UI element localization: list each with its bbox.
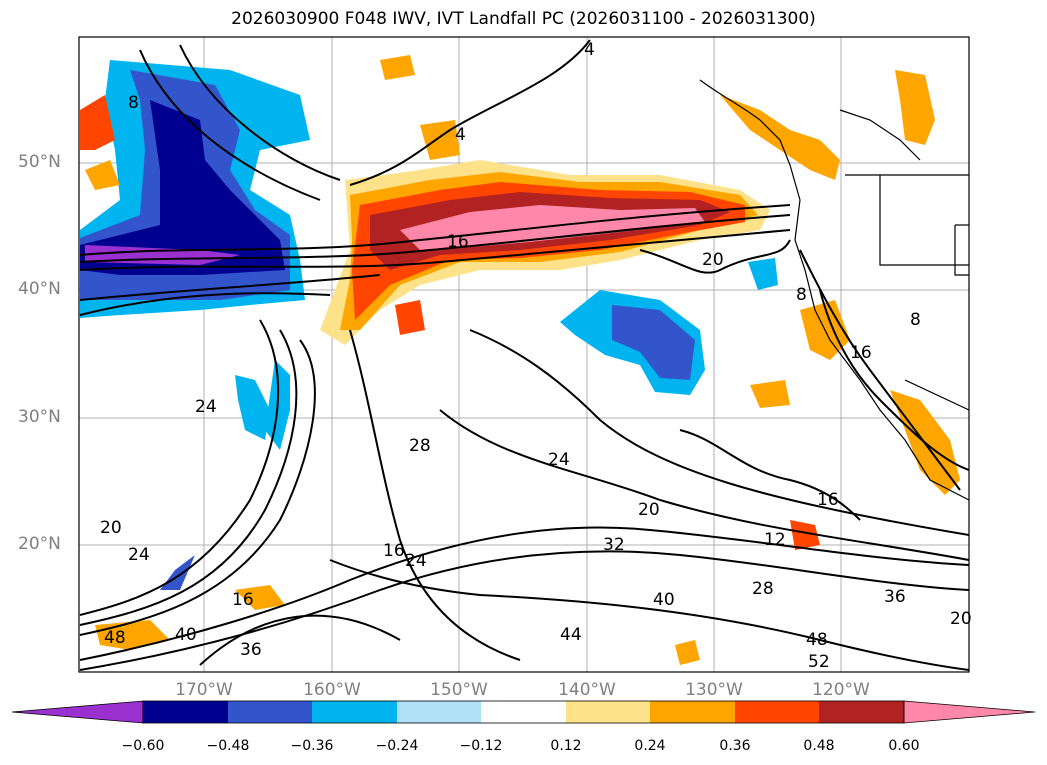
contour-label: 20 xyxy=(950,609,972,629)
map-title: 2026030900 F048 IWV, IVT Landfall PC (20… xyxy=(231,9,816,29)
negative-anomaly-region xyxy=(80,60,778,590)
contour-label: 4 xyxy=(584,40,595,60)
longitude-label: 130°W xyxy=(685,680,743,700)
contour-label: 36 xyxy=(884,587,906,607)
map-frame xyxy=(78,36,970,673)
contour-label: 20 xyxy=(702,250,724,270)
contour-label: 4 xyxy=(455,125,466,145)
latitude-label: 30°N xyxy=(18,407,61,427)
coastlines xyxy=(699,79,969,501)
colorbar-tick-label: −0.60 xyxy=(121,738,165,754)
colorbar-segment xyxy=(735,701,819,723)
contour-label: 48 xyxy=(806,630,828,650)
contour-label: 24 xyxy=(128,545,150,565)
colorbar-tick-label: −0.12 xyxy=(459,738,503,754)
colorbar-extend-high xyxy=(903,700,1036,724)
latitude-label: 20°N xyxy=(18,534,61,554)
contour-label: 16 xyxy=(383,541,405,561)
contour-label: 16 xyxy=(447,232,469,252)
map-plot-area xyxy=(79,37,969,672)
colorbar-segment xyxy=(650,701,735,723)
longitude-label: 120°W xyxy=(812,680,870,700)
longitude-label: 140°W xyxy=(558,680,616,700)
colorbar-segment xyxy=(312,701,397,723)
latitude-label: 40°N xyxy=(18,279,61,299)
colorbar-tick-label: 0.36 xyxy=(719,738,751,754)
contour-label: 48 xyxy=(104,628,126,648)
contour-label: 24 xyxy=(405,551,427,571)
contour-label: 16 xyxy=(817,490,839,510)
contour-label: 8 xyxy=(796,285,807,305)
colorbar-segment xyxy=(566,701,650,723)
colorbar-segment xyxy=(143,701,228,723)
contour-label: 40 xyxy=(175,625,197,645)
colorbar-tick-label: 0.60 xyxy=(888,738,920,754)
colorbar-segment xyxy=(819,701,904,723)
colorbar xyxy=(11,700,1036,724)
contour-label-layer: 8 4 4 16 20 8 8 16 24 28 24 20 32 28 20 … xyxy=(100,40,972,672)
contour-label: 16 xyxy=(850,343,872,363)
iwv-contours xyxy=(79,39,969,671)
contour-label: 20 xyxy=(638,500,660,520)
contour-label: 36 xyxy=(240,640,262,660)
colorbar-tick-label: −0.36 xyxy=(290,738,334,754)
colorbar-tick-label: 0.48 xyxy=(803,738,835,754)
contour-label: 40 xyxy=(653,590,675,610)
contour-label: 28 xyxy=(752,579,774,599)
contour-label: 32 xyxy=(603,535,625,555)
contour-label: 24 xyxy=(195,397,217,417)
colorbar-tick-label: 0.12 xyxy=(550,738,582,754)
latitude-label: 50°N xyxy=(18,152,61,172)
colorbar-tick-label: 0.24 xyxy=(634,738,666,754)
contour-label: 44 xyxy=(560,625,582,645)
contour-label: 16 xyxy=(232,590,254,610)
contour-label: 8 xyxy=(128,93,139,113)
contour-label: 12 xyxy=(764,530,786,550)
colorbar-segment xyxy=(481,701,566,723)
longitude-label: 150°W xyxy=(430,680,488,700)
colorbar-segment xyxy=(228,701,312,723)
contour-label: 20 xyxy=(100,518,122,538)
contour-label: 8 xyxy=(910,310,921,330)
contour-label: 28 xyxy=(409,436,431,456)
colorbar-extend-low xyxy=(11,700,144,724)
longitude-label: 170°W xyxy=(175,680,233,700)
longitude-label: 160°W xyxy=(303,680,361,700)
colorbar-tick-label: −0.48 xyxy=(206,738,250,754)
colorbar-tick-label: −0.24 xyxy=(375,738,419,754)
contour-label: 24 xyxy=(548,450,570,470)
contour-label: 52 xyxy=(808,652,830,672)
colorbar-segment xyxy=(397,701,481,723)
